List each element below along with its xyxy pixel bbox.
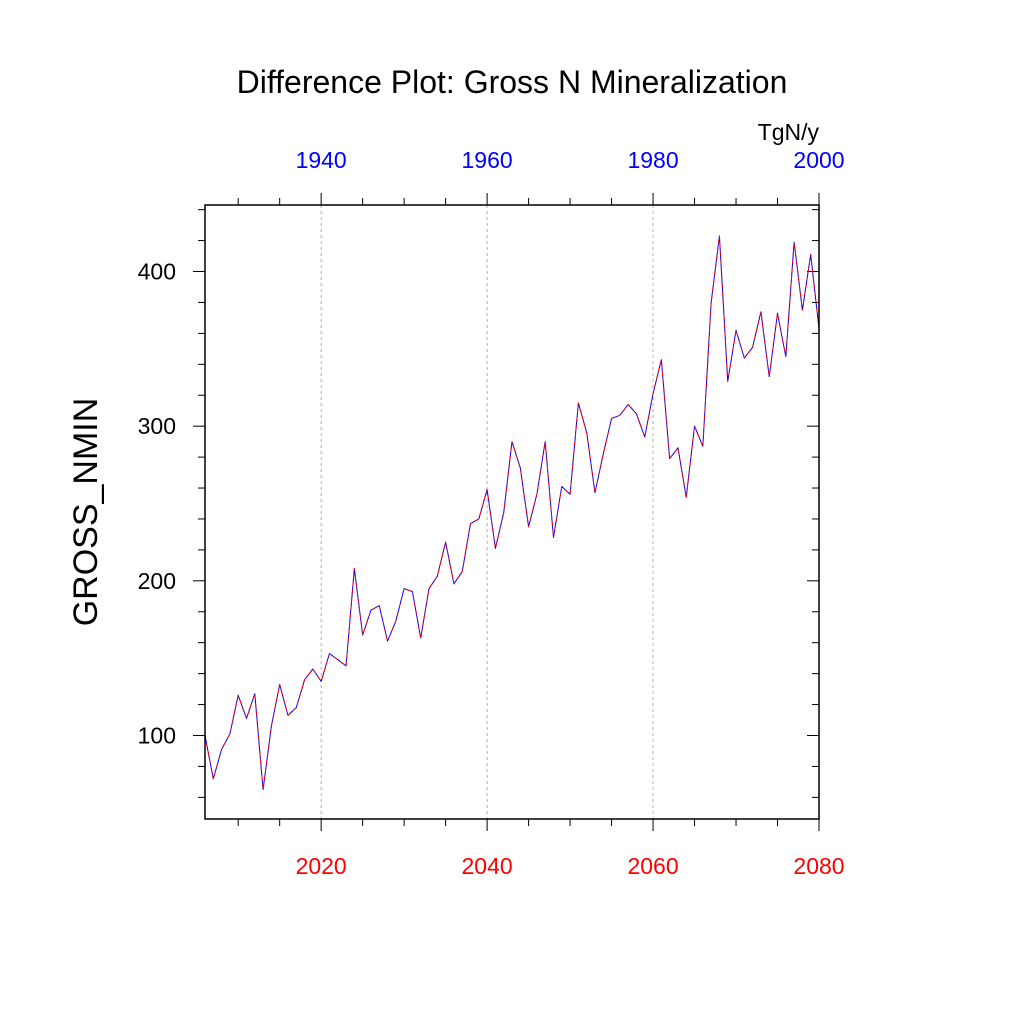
- axis-tick-labels: 2020 2040 2060 2080 1940 1960 1980 2000 100 200 30…: [138, 147, 845, 879]
- vertical-grid-lines: [320, 205, 654, 819]
- bottom-tick-label: 2080: [793, 853, 844, 879]
- plot-frame: [204, 204, 820, 820]
- y-axis-label: GROSS_NMIN: [67, 398, 105, 627]
- top-tick-label: 1940: [296, 147, 347, 173]
- y-tick-label: 400: [138, 259, 176, 285]
- y-tick-label: 300: [138, 413, 176, 439]
- top-tick-label: 1980: [627, 147, 678, 173]
- units-label: TgN/y: [758, 119, 820, 145]
- y-tick-label: 100: [138, 722, 176, 748]
- data-series: [204, 235, 820, 791]
- bottom-tick-label: 2040: [462, 853, 513, 879]
- chart-title: Difference Plot: Gross N Mineralization: [237, 64, 788, 100]
- bottom-tick-label: 2060: [627, 853, 678, 879]
- top-tick-label: 2000: [793, 147, 844, 173]
- top-tick-label: 1960: [462, 147, 513, 173]
- y-tick-label: 200: [138, 568, 176, 594]
- series-line-2: [204, 235, 820, 791]
- series-line-1: [204, 235, 820, 791]
- bottom-tick-label: 2020: [296, 853, 347, 879]
- axis-tick-marks: [193, 193, 820, 831]
